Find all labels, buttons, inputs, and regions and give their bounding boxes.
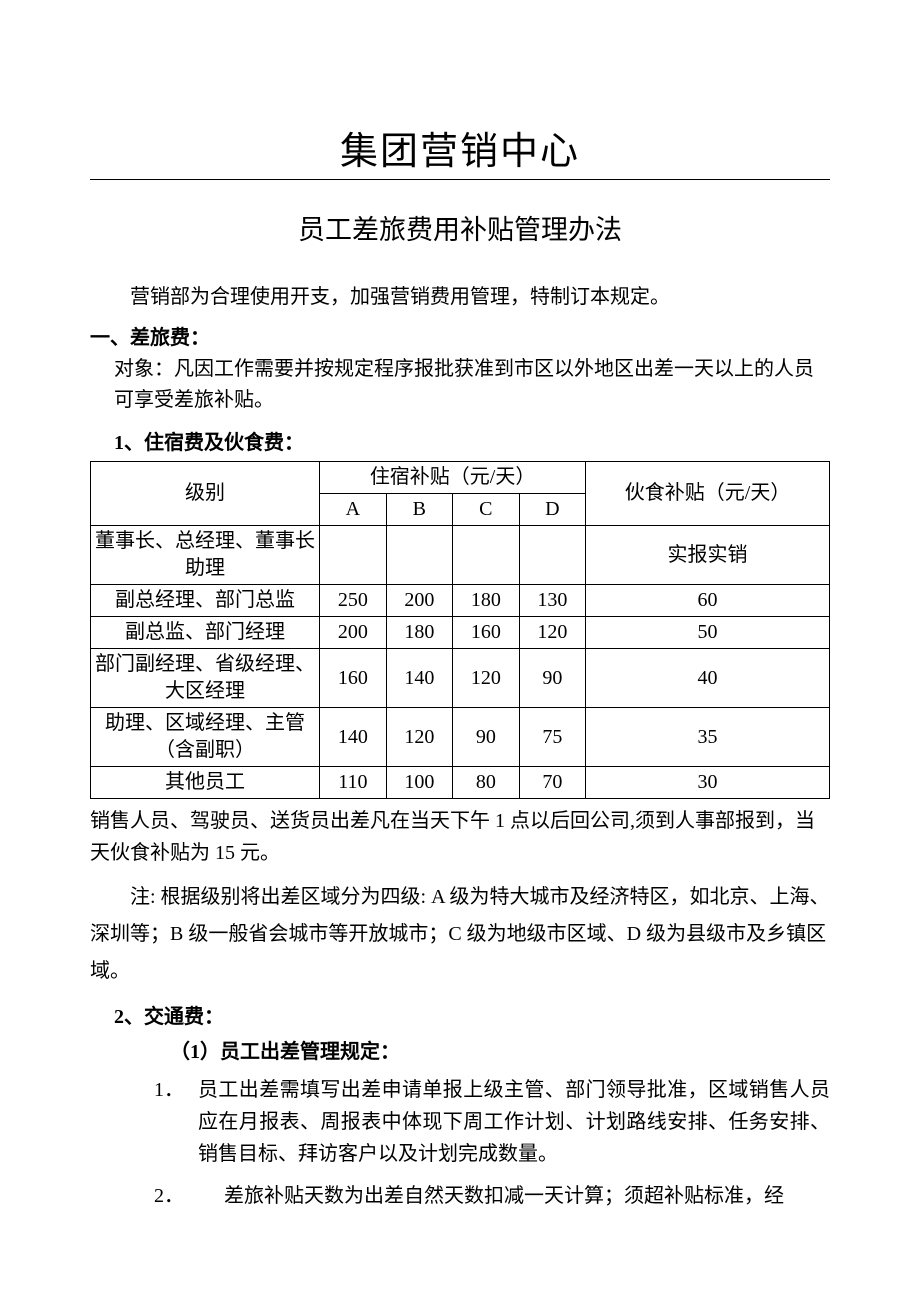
cell-level: 副总经理、部门总监	[91, 585, 320, 617]
cell-b: 120	[386, 708, 453, 767]
allowance-table: 级别 住宿补贴（元/天） 伙食补贴（元/天） A B C D 董事长、总经理、董…	[90, 461, 830, 799]
intro-paragraph: 营销部为合理使用开支，加强营销费用管理，特制订本规定。	[90, 281, 830, 313]
section-1-subject: 对象：凡因工作需要并按规定程序报批获准到市区以外地区出差一天以上的人员可享受差旅…	[114, 354, 830, 416]
cell-d: 130	[519, 585, 586, 617]
cell-d: 70	[519, 767, 586, 799]
item-2-heading: 2、交通费：	[114, 1000, 830, 1029]
cell-level: 董事长、总经理、董事长助理	[91, 526, 320, 585]
cell-b: 100	[386, 767, 453, 799]
cell-level: 部门副经理、省级经理、大区经理	[91, 649, 320, 708]
table-row: 副总经理、部门总监 250 200 180 130 60	[91, 585, 830, 617]
cell-c: 80	[453, 767, 520, 799]
item-1-heading: 1、住宿费及伙食费：	[114, 426, 830, 455]
document-page: 集团营销中心 员工差旅费用补贴管理办法 营销部为合理使用开支，加强营销费用管理，…	[0, 0, 920, 1301]
cell-a: 140	[320, 708, 387, 767]
cell-c: 180	[453, 585, 520, 617]
th-col-b: B	[386, 494, 453, 526]
th-lodging: 住宿补贴（元/天）	[320, 462, 586, 494]
document-subtitle: 员工差旅费用补贴管理办法	[90, 208, 830, 247]
after-table-note: 销售人员、驾驶员、送货员出差凡在当天下午 1 点以后回公司,须到人事部报到，当天…	[90, 805, 830, 869]
table-row: 董事长、总经理、董事长助理 实报实销	[91, 526, 830, 585]
cell-level: 助理、区域经理、主管（含副职）	[91, 708, 320, 767]
cell-b	[386, 526, 453, 585]
cell-meal: 50	[586, 617, 830, 649]
cell-c: 160	[453, 617, 520, 649]
th-meal: 伙食补贴（元/天）	[586, 462, 830, 526]
table-header-row-1: 级别 住宿补贴（元/天） 伙食补贴（元/天）	[91, 462, 830, 494]
table-row: 副总监、部门经理 200 180 160 120 50	[91, 617, 830, 649]
th-level: 级别	[91, 462, 320, 526]
table-row: 其他员工 110 100 80 70 30	[91, 767, 830, 799]
region-note: 注: 根据级别将出差区域分为四级: A 级为特大城市及经济特区，如北京、上海、深…	[90, 879, 830, 990]
regulation-list: 1． 员工出差需填写出差申请单报上级主管、部门领导批准，区域销售人员应在月报表、…	[154, 1074, 830, 1212]
th-col-c: C	[453, 494, 520, 526]
cell-d: 75	[519, 708, 586, 767]
cell-c	[453, 526, 520, 585]
cell-b: 180	[386, 617, 453, 649]
th-col-d: D	[519, 494, 586, 526]
cell-d: 120	[519, 617, 586, 649]
page-title: 集团营销中心	[90, 120, 830, 175]
cell-a: 250	[320, 585, 387, 617]
section-1-heading: 一、差旅费：	[90, 321, 830, 350]
list-item: 2． 差旅补贴天数为出差自然天数扣减一天计算；须超补贴标准，经	[154, 1180, 830, 1212]
cell-c: 90	[453, 708, 520, 767]
cell-a	[320, 526, 387, 585]
cell-a: 200	[320, 617, 387, 649]
cell-a: 110	[320, 767, 387, 799]
cell-d	[519, 526, 586, 585]
cell-meal: 40	[586, 649, 830, 708]
list-text: 员工出差需填写出差申请单报上级主管、部门领导批准，区域销售人员应在月报表、周报表…	[198, 1074, 830, 1170]
item-2-sub-1-heading: （1）员工出差管理规定：	[170, 1035, 830, 1064]
list-item: 1． 员工出差需填写出差申请单报上级主管、部门领导批准，区域销售人员应在月报表、…	[154, 1074, 830, 1170]
cell-meal: 30	[586, 767, 830, 799]
table-row: 部门副经理、省级经理、大区经理 160 140 120 90 40	[91, 649, 830, 708]
cell-meal: 实报实销	[586, 526, 830, 585]
cell-a: 160	[320, 649, 387, 708]
cell-b: 140	[386, 649, 453, 708]
cell-level: 其他员工	[91, 767, 320, 799]
cell-level: 副总监、部门经理	[91, 617, 320, 649]
title-underline	[90, 179, 830, 180]
th-col-a: A	[320, 494, 387, 526]
cell-meal: 35	[586, 708, 830, 767]
list-text: 差旅补贴天数为出差自然天数扣减一天计算；须超补贴标准，经	[224, 1180, 830, 1212]
cell-c: 120	[453, 649, 520, 708]
cell-b: 200	[386, 585, 453, 617]
cell-meal: 60	[586, 585, 830, 617]
table-row: 助理、区域经理、主管（含副职） 140 120 90 75 35	[91, 708, 830, 767]
list-number: 1．	[154, 1074, 198, 1170]
list-number: 2．	[154, 1180, 224, 1212]
cell-d: 90	[519, 649, 586, 708]
